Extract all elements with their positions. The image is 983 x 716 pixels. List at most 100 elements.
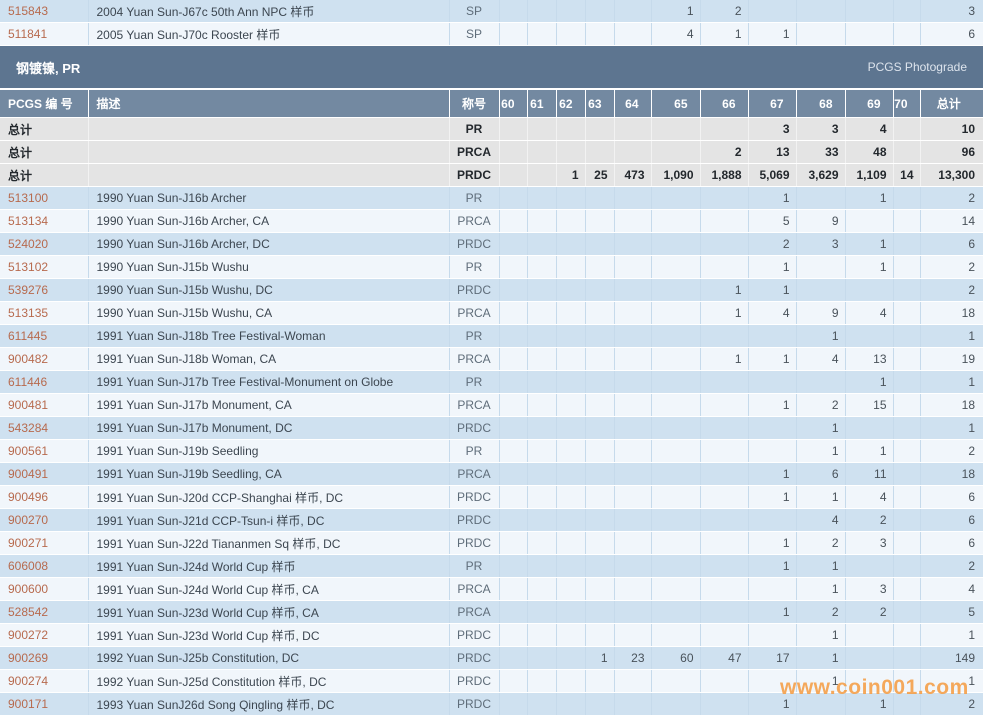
- pcgs-number-link[interactable]: 513100: [8, 191, 49, 205]
- description-cell: 1990 Yuan Sun-J15b Wushu: [88, 255, 450, 279]
- grade-62-cell: [556, 577, 586, 601]
- grade-64-cell: 473: [614, 163, 652, 187]
- grade-69-cell: 1: [845, 186, 894, 210]
- grade-62-cell: [556, 692, 586, 716]
- table-row: 900481 1991 Yuan Sun-J17b Monument, CA PRC…: [0, 393, 983, 417]
- pcgs-number-link[interactable]: 900269: [8, 651, 49, 665]
- pcgs-number-link[interactable]: 900274: [8, 674, 49, 688]
- grade-65-cell: [651, 393, 701, 417]
- column-header-grade-68: 68: [796, 89, 846, 118]
- grade-63-cell: [585, 623, 615, 647]
- total-cell: 6: [920, 22, 983, 46]
- pcgs-number-link[interactable]: 900491: [8, 467, 49, 481]
- description-cell: 1991 Yuan Sun-J23d World Cup 样币, DC: [88, 623, 450, 647]
- grade-62-cell: [556, 255, 586, 279]
- section-title: 钢镀镍, PR: [16, 60, 81, 76]
- total-cell: 1: [920, 669, 983, 693]
- grade-61-cell: [527, 393, 557, 417]
- table-row: 528542 1991 Yuan Sun-J23d World Cup 样币, C…: [0, 600, 983, 624]
- grade-69-cell: [845, 669, 894, 693]
- table-row: 511841 2005 Yuan Sun-J70c Rooster 样币 SP 4 1 1…: [0, 22, 983, 46]
- total-cell: 13,300: [920, 163, 983, 187]
- column-header-grade-64: 64: [614, 89, 652, 118]
- pcgs-number-link[interactable]: 900481: [8, 398, 49, 412]
- pcgs-number-link[interactable]: 900271: [8, 536, 49, 550]
- grade-67-cell: 1: [748, 692, 797, 716]
- pcgs-number-link[interactable]: 900496: [8, 490, 49, 504]
- grade-66-cell: [700, 531, 749, 555]
- table-row: 900171 1993 Yuan SunJ26d Song Qingling 样币…: [0, 692, 983, 716]
- column-header-grade-65: 65: [651, 89, 701, 118]
- grade-69-cell: 1: [845, 370, 894, 394]
- grade-68-cell: [796, 278, 846, 302]
- designation-cell: PRCA: [449, 209, 500, 233]
- grade-67-cell: 1: [748, 186, 797, 210]
- grade-65-cell: [651, 669, 701, 693]
- grade-68-cell: [796, 0, 846, 23]
- grade-67-cell: [748, 508, 797, 532]
- pcgs-number-link[interactable]: 900272: [8, 628, 49, 642]
- designation-cell: PRDC: [449, 485, 500, 509]
- total-cell: 6: [920, 232, 983, 256]
- grade-63-cell: [585, 370, 615, 394]
- grade-70-cell: [893, 0, 921, 23]
- description-cell: 1991 Yuan Sun-J24d World Cup 样币: [88, 554, 450, 578]
- grade-64-cell: [614, 692, 652, 716]
- grade-67-cell: 2: [748, 232, 797, 256]
- pcgs-number-link[interactable]: 528542: [8, 605, 49, 619]
- table-row: 513102 1990 Yuan Sun-J15b Wushu PR 1 1 2: [0, 255, 983, 279]
- grade-62-cell: [556, 0, 586, 23]
- grade-69-cell: 48: [845, 140, 894, 164]
- grade-69-cell: 3: [845, 577, 894, 601]
- grade-70-cell: [893, 485, 921, 509]
- grade-64-cell: [614, 669, 652, 693]
- pcgs-number-link[interactable]: 611446: [8, 375, 48, 389]
- pcgs-number-link[interactable]: 515843: [8, 4, 49, 18]
- pcgs-number-link[interactable]: 539276: [8, 283, 49, 297]
- pcgs-number-link[interactable]: 511841: [8, 27, 48, 41]
- grade-68-cell: 1: [796, 485, 846, 509]
- grade-66-cell: [700, 416, 749, 440]
- pcgs-number-cell: 900269: [0, 646, 89, 670]
- total-cell: 2: [920, 692, 983, 716]
- top-rows: 515843 2004 Yuan Sun-J67c 50th Ann NPC 样币…: [0, 0, 983, 46]
- grade-67-cell: 1: [748, 347, 797, 371]
- summary-label-cell: 总计: [0, 117, 89, 141]
- grade-63-cell: [585, 0, 615, 23]
- grade-69-cell: 1,109: [845, 163, 894, 187]
- grade-63-cell: [585, 692, 615, 716]
- grade-68-cell: 2: [796, 393, 846, 417]
- grade-61-cell: [527, 255, 557, 279]
- column-header-grade-63: 63: [585, 89, 615, 118]
- photograde-label: PCGS Photograde: [867, 60, 967, 74]
- pcgs-number-link[interactable]: 524020: [8, 237, 49, 251]
- grade-70-cell: [893, 439, 921, 463]
- pcgs-number-link[interactable]: 900482: [8, 352, 49, 366]
- pcgs-number-link[interactable]: 900270: [8, 513, 49, 527]
- total-cell: 18: [920, 393, 983, 417]
- pcgs-number-link[interactable]: 900171: [8, 697, 49, 711]
- grade-68-cell: 9: [796, 209, 846, 233]
- pcgs-number-cell: 528542: [0, 600, 89, 624]
- designation-cell: PRDC: [449, 163, 500, 187]
- pcgs-number-link[interactable]: 513102: [8, 260, 49, 274]
- grade-70-cell: [893, 646, 921, 670]
- pcgs-number-link[interactable]: 513135: [8, 306, 49, 320]
- pcgs-number-cell: 611445: [0, 324, 89, 348]
- grade-64-cell: [614, 439, 652, 463]
- summary-label-cell: 总计: [0, 163, 89, 187]
- pcgs-number-link[interactable]: 900600: [8, 582, 49, 596]
- pcgs-number-link[interactable]: 900561: [8, 444, 49, 458]
- designation-cell: PR: [449, 324, 500, 348]
- grade-68-cell: 1: [796, 669, 846, 693]
- pcgs-number-link[interactable]: 611445: [8, 329, 48, 343]
- grade-65-cell: [651, 577, 701, 601]
- pcgs-number-cell: 900481: [0, 393, 89, 417]
- grade-60-cell: [499, 692, 528, 716]
- grade-63-cell: [585, 439, 615, 463]
- total-cell: 1: [920, 370, 983, 394]
- pcgs-number-link[interactable]: 606008: [8, 559, 49, 573]
- pcgs-number-link[interactable]: 513134: [8, 214, 49, 228]
- pcgs-number-link[interactable]: 543284: [8, 421, 49, 435]
- table-row: 900496 1991 Yuan Sun-J20d CCP-Shanghai 样币…: [0, 485, 983, 509]
